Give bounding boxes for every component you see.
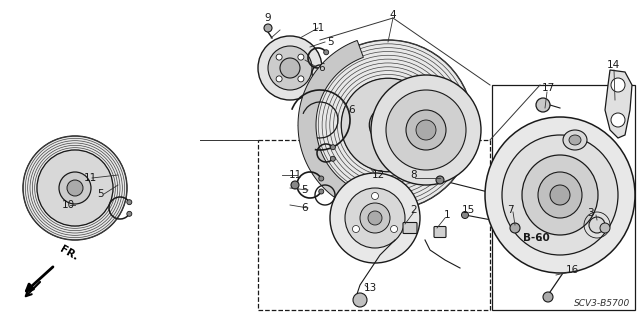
Ellipse shape <box>59 172 91 204</box>
Ellipse shape <box>268 46 312 90</box>
Ellipse shape <box>371 192 378 199</box>
Text: B-60: B-60 <box>523 233 549 243</box>
Polygon shape <box>605 70 632 138</box>
Ellipse shape <box>345 188 405 248</box>
Ellipse shape <box>127 200 132 205</box>
Text: 6: 6 <box>319 63 325 73</box>
Text: FR.: FR. <box>58 244 80 262</box>
Ellipse shape <box>324 61 329 66</box>
Ellipse shape <box>276 54 282 60</box>
Text: 13: 13 <box>364 283 376 293</box>
Ellipse shape <box>258 36 322 100</box>
Text: 17: 17 <box>541 83 555 93</box>
Ellipse shape <box>369 106 406 144</box>
Text: 15: 15 <box>461 205 475 215</box>
Ellipse shape <box>330 145 335 150</box>
Ellipse shape <box>341 78 435 172</box>
Ellipse shape <box>324 50 329 55</box>
Text: 7: 7 <box>507 205 513 215</box>
Ellipse shape <box>536 98 550 112</box>
Ellipse shape <box>303 40 473 210</box>
Ellipse shape <box>319 189 324 194</box>
Ellipse shape <box>353 293 367 307</box>
Ellipse shape <box>406 110 446 150</box>
Text: SCV3-B5700: SCV3-B5700 <box>573 299 630 308</box>
Ellipse shape <box>330 156 335 161</box>
Ellipse shape <box>291 181 299 189</box>
Text: 11: 11 <box>312 23 324 33</box>
Ellipse shape <box>276 76 282 82</box>
Ellipse shape <box>127 211 132 216</box>
Ellipse shape <box>550 185 570 205</box>
Ellipse shape <box>360 203 390 233</box>
Ellipse shape <box>330 173 420 263</box>
Ellipse shape <box>543 292 553 302</box>
Ellipse shape <box>461 211 468 219</box>
Ellipse shape <box>502 135 618 255</box>
Text: 10: 10 <box>61 200 75 210</box>
Text: 6: 6 <box>301 203 308 213</box>
Bar <box>258 140 490 310</box>
Ellipse shape <box>380 116 397 133</box>
Ellipse shape <box>353 226 360 233</box>
Ellipse shape <box>510 223 520 233</box>
Text: 9: 9 <box>265 13 271 23</box>
Bar <box>492 85 635 310</box>
Ellipse shape <box>485 117 635 273</box>
Ellipse shape <box>368 211 382 225</box>
Ellipse shape <box>67 180 83 196</box>
Ellipse shape <box>589 217 605 233</box>
Ellipse shape <box>416 120 436 140</box>
Ellipse shape <box>563 130 587 150</box>
Ellipse shape <box>611 78 625 92</box>
Ellipse shape <box>23 136 127 240</box>
Text: 8: 8 <box>411 170 417 180</box>
Ellipse shape <box>522 155 598 235</box>
Text: 6: 6 <box>349 105 355 115</box>
Text: 3: 3 <box>587 208 593 218</box>
Ellipse shape <box>611 113 625 127</box>
Text: 4: 4 <box>390 10 396 20</box>
Ellipse shape <box>569 135 581 145</box>
Ellipse shape <box>600 223 610 233</box>
Ellipse shape <box>538 172 582 218</box>
Text: 14: 14 <box>606 60 620 70</box>
Text: 5: 5 <box>97 189 103 199</box>
Text: 5: 5 <box>326 37 333 47</box>
Text: 16: 16 <box>565 265 579 275</box>
Polygon shape <box>298 41 364 203</box>
Ellipse shape <box>371 75 481 185</box>
Text: 5: 5 <box>301 185 308 195</box>
FancyBboxPatch shape <box>434 226 446 238</box>
Text: 11: 11 <box>289 170 301 180</box>
Ellipse shape <box>298 54 304 60</box>
Ellipse shape <box>264 24 272 32</box>
Text: 1: 1 <box>444 210 451 220</box>
Text: 11: 11 <box>83 173 97 183</box>
Ellipse shape <box>37 150 113 226</box>
Ellipse shape <box>298 76 304 82</box>
Ellipse shape <box>390 226 397 233</box>
Ellipse shape <box>319 176 324 181</box>
Ellipse shape <box>386 90 466 170</box>
Text: 2: 2 <box>411 205 417 215</box>
Ellipse shape <box>436 176 444 184</box>
Text: 12: 12 <box>371 170 385 180</box>
FancyBboxPatch shape <box>403 222 417 234</box>
Ellipse shape <box>280 58 300 78</box>
